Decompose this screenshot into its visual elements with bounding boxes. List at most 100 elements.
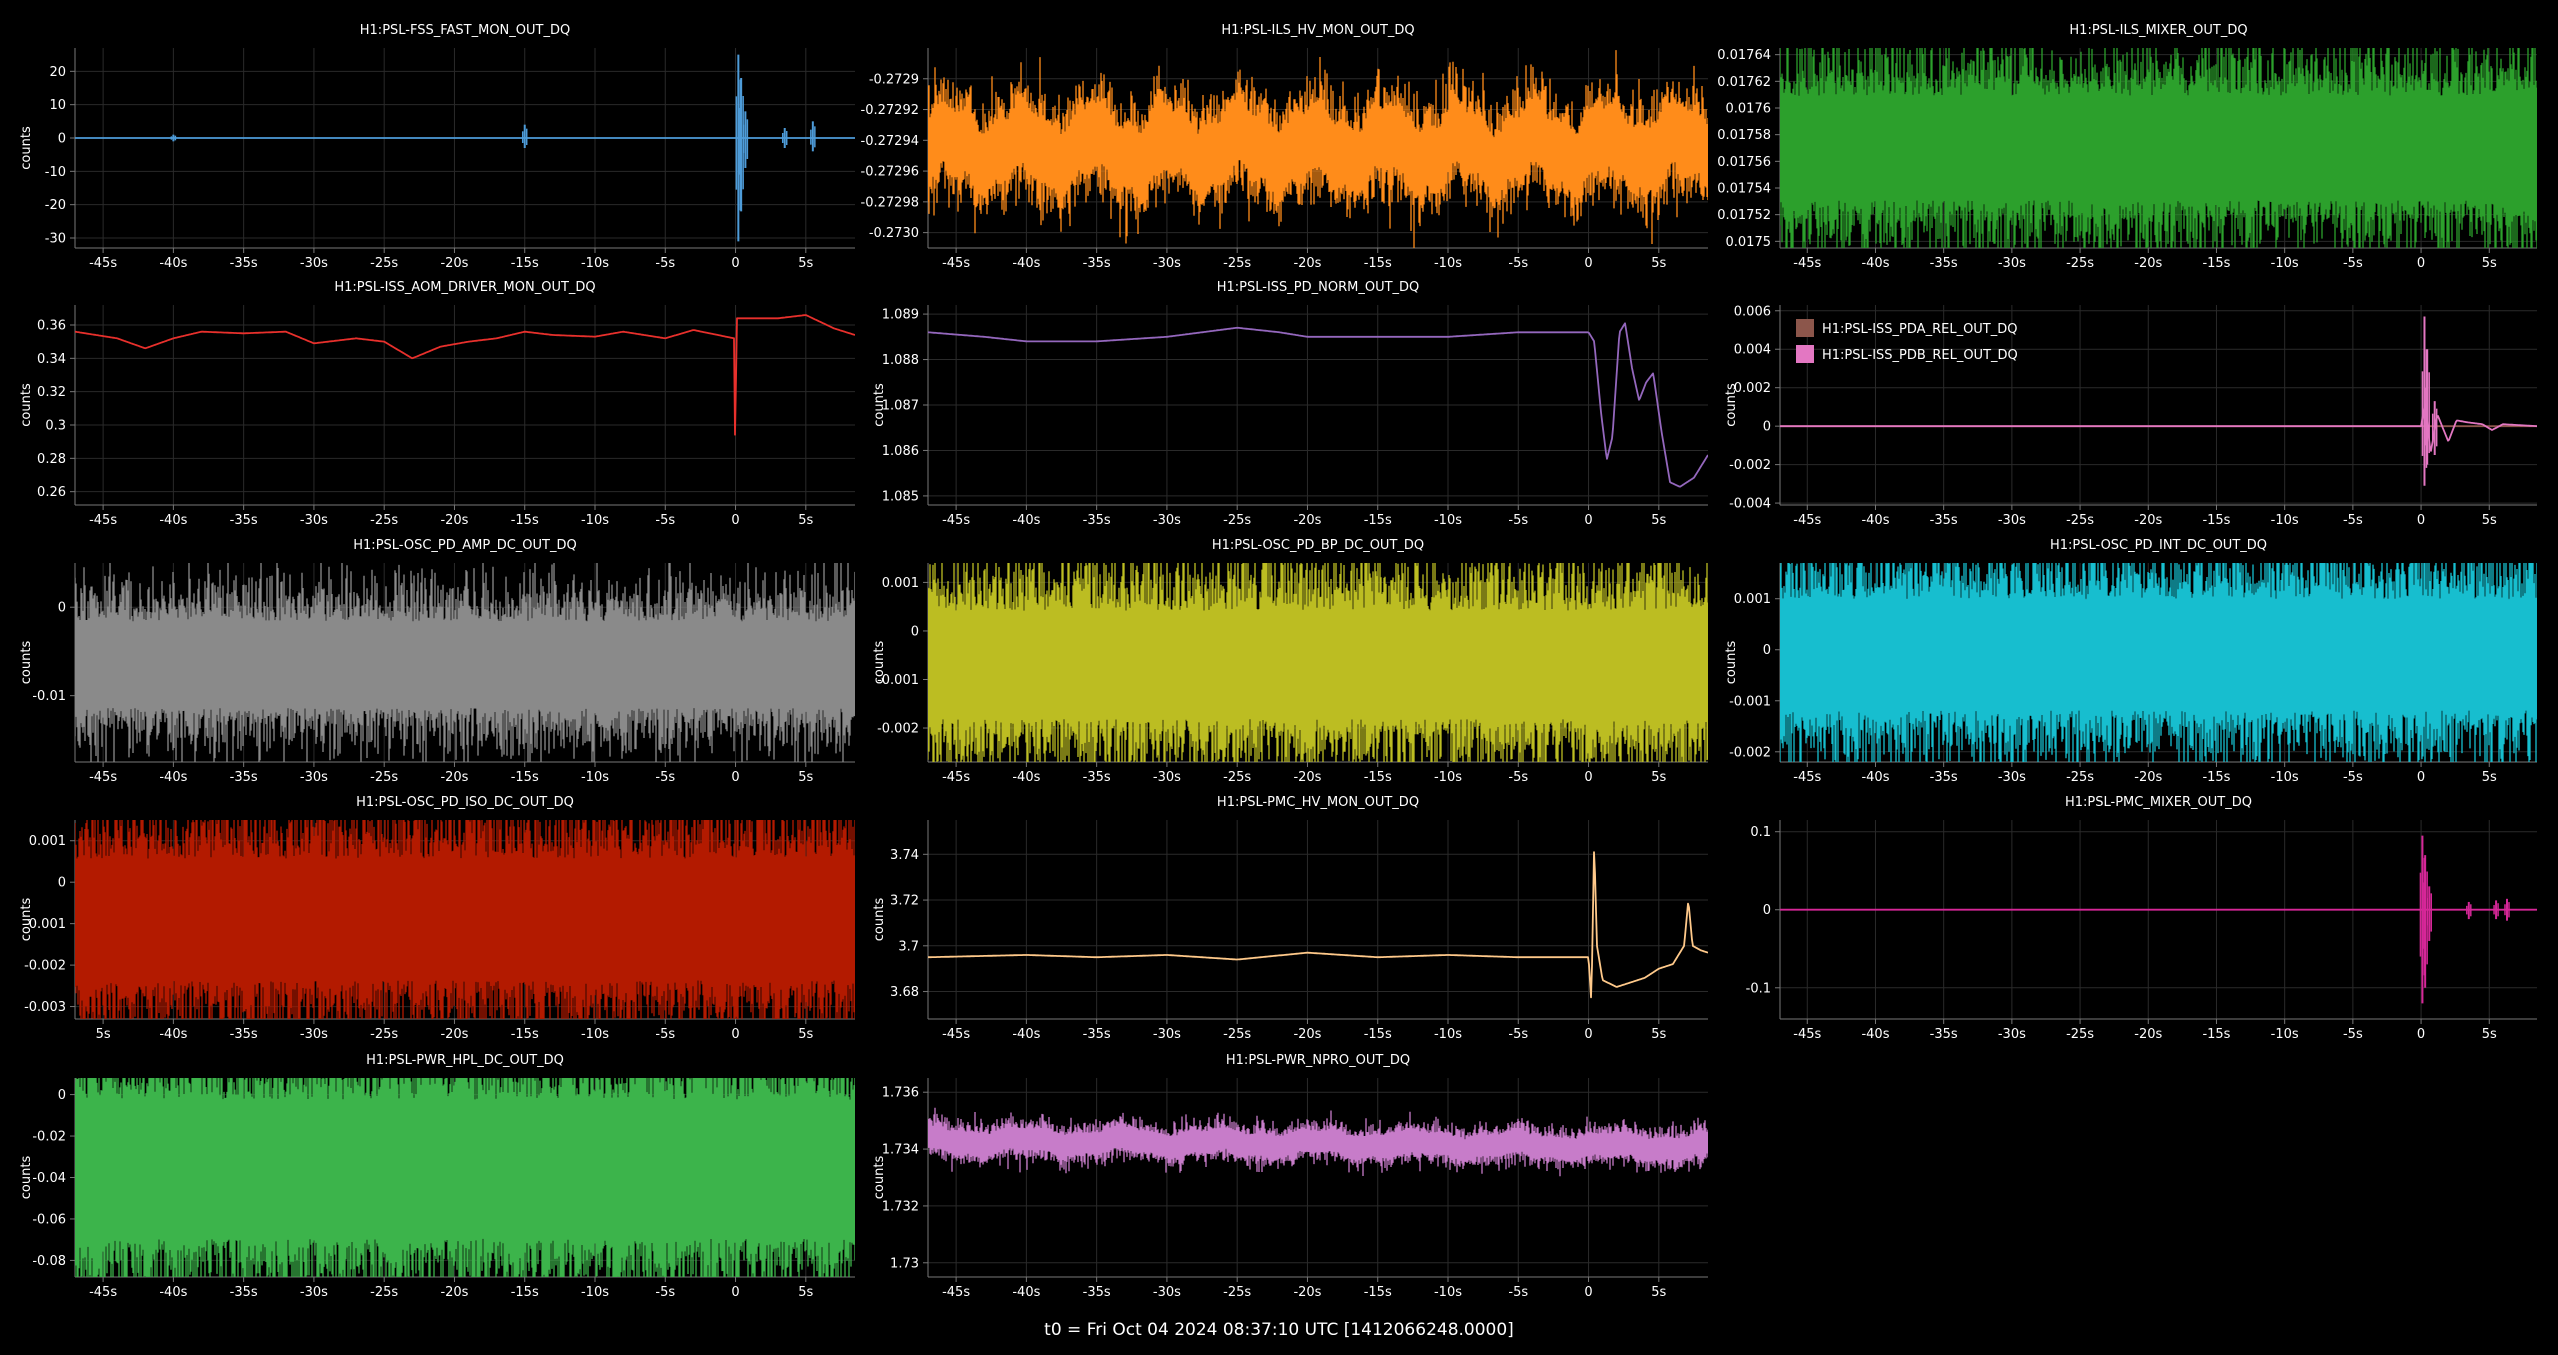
y-tick-label: 3.74 [890,848,919,863]
y-tick-label: 1.085 [882,489,919,504]
x-tick-label: -35s [230,256,258,271]
plot-area [75,563,855,762]
t0-label: t0 = Fri Oct 04 2024 08:37:10 UTC [14120… [1044,1320,1514,1340]
y-tick-label: -0.003 [24,1000,66,1015]
x-tick-label: -40s [1861,256,1889,271]
x-tick-label: -35s [230,1285,258,1300]
x-tick-label: -25s [2066,256,2094,271]
chart-panel: counts -0.004 -0.002 0 0.002 0.004 0.006 -45s -4… [1724,304,2537,528]
x-tick-label: -25s [370,770,398,785]
x-tick-label: -30s [1153,256,1181,271]
x-tick-label: 0 [1584,770,1592,785]
y-tick-label: 0.34 [37,352,66,367]
y-tick-label: 0.36 [37,319,66,334]
plot-area [1780,563,2537,762]
x-tick-label: -30s [1153,1027,1181,1042]
x-tick-label: -10s [1434,513,1462,528]
x-tick-label: -5s [655,256,675,271]
x-tick-label: -30s [300,1027,328,1042]
x-tick-label: -20s [2134,256,2162,271]
x-tick-label: 5s [2482,513,2497,528]
grid-lines [75,305,855,505]
x-tick-label: -35s [1083,256,1111,271]
series-trace [75,820,855,1019]
x-tick-label: -45s [1793,513,1821,528]
x-tick-label: -5s [1508,770,1528,785]
x-tick-label: -20s [1293,770,1321,785]
x-tick-label: -20s [440,256,468,271]
y-axis-label: counts [872,1156,887,1200]
plot-area [1780,316,2537,486]
y-tick-label: 0 [58,876,66,891]
x-tick-label: -20s [440,1027,468,1042]
x-tick-label: -30s [1998,770,2026,785]
y-tick-label: 0.01762 [1717,75,1771,90]
x-tick-label: -45s [942,1285,970,1300]
x-tick-label: 5s [798,513,813,528]
x-tick-label: -30s [1998,1027,2026,1042]
chart-title: H1:PSL-PMC_HV_MON_OUT_DQ [1217,795,1419,810]
x-tick-label: 5s [2482,770,2497,785]
plot-area [928,322,1708,488]
chart-panel: H1:PSL-ILS_HV_MON_OUT_DQ -0.2730 -0.27298 -… [861,23,1708,271]
y-tick-label: 1.087 [882,399,919,414]
series-trace [75,563,855,762]
y-tick-label: -0.27292 [861,103,919,118]
chart-panel: H1:PSL-ISS_AOM_DRIVER_MON_OUT_DQcounts0.… [19,280,855,528]
x-tick-label: 0 [731,256,739,271]
x-tick-label: -10s [581,1027,609,1042]
x-tick-label: -5s [655,1027,675,1042]
x-tick-label: -35s [1083,1285,1111,1300]
x-tick-label: 0 [731,770,739,785]
chart-title: H1:PSL-PWR_NPRO_OUT_DQ [1226,1053,1410,1068]
y-tick-label: -0.27298 [861,195,919,210]
x-tick-label: -45s [942,513,970,528]
y-tick-label: -30 [45,232,66,247]
y-tick-label: -0.002 [877,722,919,737]
x-tick-label: -5s [2343,513,2363,528]
y-tick-label: 0.006 [1734,304,1771,319]
x-tick-label: -45s [89,1285,117,1300]
series-trace [928,563,1708,762]
chart-title: H1:PSL-OSC_PD_INT_DC_OUT_DQ [2050,538,2267,553]
x-tick-label: -40s [159,1285,187,1300]
x-tick-label: 5s [2482,1027,2497,1042]
y-tick-label: 1.732 [882,1199,919,1214]
chart-title: H1:PSL-ILS_HV_MON_OUT_DQ [1221,23,1414,38]
y-tick-label: 0.01752 [1717,208,1771,223]
x-tick-label: -40s [1012,770,1040,785]
x-tick-label: -15s [511,770,539,785]
series-trace [928,50,1708,248]
x-tick-label: -5s [2343,1027,2363,1042]
x-tick-label: -10s [1434,770,1462,785]
x-tick-label: -20s [440,770,468,785]
x-tick-label: -25s [1223,770,1251,785]
x-tick-label: -15s [2202,513,2230,528]
plot-area [75,1078,855,1277]
y-tick-label: 0.001 [1734,592,1771,607]
y-tick-label: -0.27296 [861,165,919,180]
x-tick-label: -30s [1153,513,1181,528]
y-tick-label: 0 [58,1088,66,1103]
y-tick-label: 0.1 [1750,825,1771,840]
x-tick-label: -25s [1223,256,1251,271]
y-tick-label: -0.004 [1729,497,1771,512]
x-tick-label: -35s [230,770,258,785]
plot-area [75,54,855,242]
y-tick-label: 0.01756 [1717,155,1771,170]
y-tick-label: 3.7 [898,939,919,954]
x-tick-label: -10s [1434,1285,1462,1300]
x-tick-label: -20s [1293,513,1321,528]
x-tick-label: -25s [2066,1027,2094,1042]
y-tick-label: 10 [49,98,66,113]
x-tick-label: -20s [440,1285,468,1300]
x-tick-label: -45s [89,256,117,271]
x-tick-label: -5s [1508,513,1528,528]
plot-area [75,314,855,436]
x-tick-label: -10s [2271,513,2299,528]
x-tick-label: -25s [1223,1285,1251,1300]
